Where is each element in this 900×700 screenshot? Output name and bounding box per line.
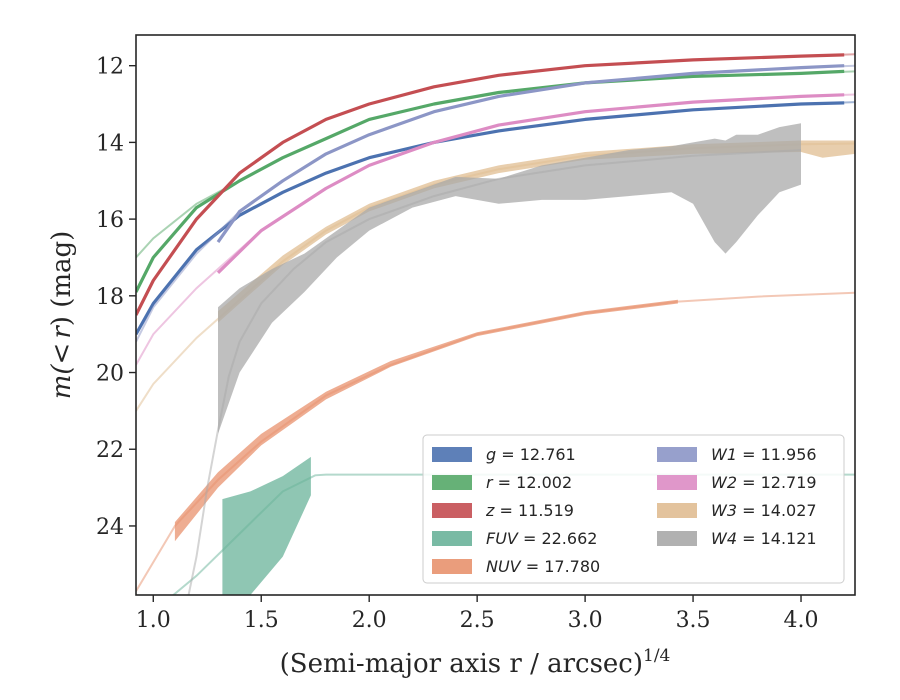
legend-swatch-z [432,503,472,518]
y-tick-label: 12 [96,55,124,80]
plot-frame [135,34,856,596]
y-tick-label: 14 [96,131,124,156]
series-w4-model-line [187,149,802,595]
legend-label-w1: W1 = 11.956 [711,445,817,464]
legend-swatch-fuv [432,531,472,546]
legend-label-g: g = 12.761 [486,445,576,464]
legend: g = 12.761 r = 12.002 z = 11.519 FUV = 22.6… [422,434,845,584]
x-tick-label: 1.5 [244,608,279,633]
legend-swatch-nuv [432,559,472,574]
x-axis-title: (Semi-major axis r / arcsec)1/4 [280,646,671,679]
x-tick-label: 3.5 [676,608,711,633]
series-z-data-line [136,53,845,316]
series-w2-data-line [216,93,845,274]
legend-swatch-w2 [657,475,697,490]
legend-label-w3: W3 = 14.027 [711,501,817,520]
series-nuv-model-line [136,291,855,592]
legend-frame [422,434,845,584]
legend-label-fuv: FUV = 22.662 [486,529,597,548]
legend-label-r: r = 12.002 [486,473,572,492]
plot-area [136,53,855,595]
series-w1-data-line [216,64,845,244]
legend-swatch-w4 [657,531,697,546]
series-g-data-line [136,101,845,335]
legend-swatch-w3 [657,503,697,518]
y-tick-label: 24 [96,515,124,540]
y-tick-label: 22 [96,438,124,463]
series-fuv-band [222,456,311,595]
y-tick-label: 16 [96,208,124,233]
x-tick-label: 3.0 [568,608,603,633]
legend-swatch-w1 [657,447,697,462]
legend-swatch-g [432,447,472,462]
legend-label-nuv: NUV = 17.780 [486,557,600,576]
x-axis-title-exponent: 1/4 [643,646,670,666]
y-tick-label: 18 [96,285,124,310]
x-tick-label: 4.0 [784,608,819,633]
series-w4-band [218,123,801,434]
y-tick-label: 20 [96,362,124,387]
x-tick-label: 2.5 [460,608,495,633]
axis-ticks: 1.0 1.5 2.0 2.5 3.0 3.5 4.0 12 14 16 18 20 22 24 [96,55,819,633]
series-r-data-line [136,69,845,293]
x-tick-label: 1.0 [136,608,171,633]
legend-label-w2: W2 = 12.719 [711,473,817,492]
legend-swatch-r [432,475,472,490]
y-axis-title: m(<r) (mag) [47,231,77,400]
legend-label-w4: W4 = 14.121 [711,529,817,548]
x-tick-label: 2.0 [352,608,387,633]
legend-label-z: z = 11.519 [485,501,574,520]
